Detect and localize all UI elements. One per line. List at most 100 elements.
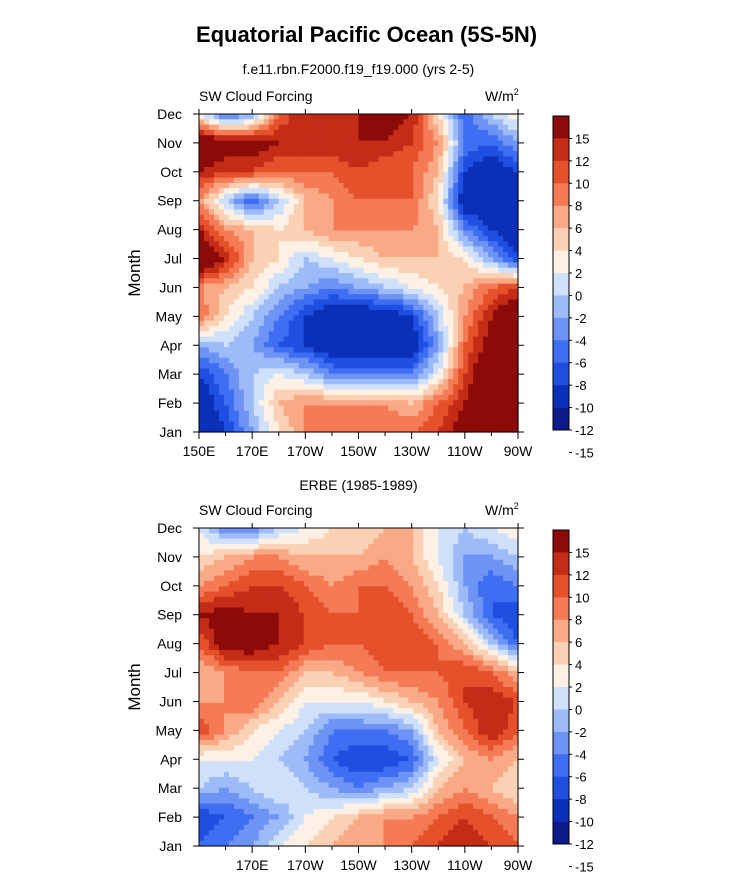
- field-cell: [398, 288, 404, 295]
- field-cell: [363, 570, 370, 577]
- field-cell: [243, 543, 250, 550]
- field-cell: [363, 602, 370, 609]
- field-cell: [298, 591, 305, 598]
- field-cell: [383, 251, 389, 258]
- field-cell: [368, 167, 375, 173]
- field-cell: [318, 400, 325, 407]
- field-cell: [199, 543, 205, 550]
- field-cell: [308, 241, 315, 248]
- field-cell: [228, 570, 235, 577]
- field-cell: [218, 246, 225, 253]
- field-cell: [263, 193, 270, 200]
- field-cell: [413, 426, 419, 433]
- field-cell: [343, 119, 350, 126]
- field-cell: [243, 596, 250, 603]
- field-cell: [308, 347, 315, 354]
- field-cell: [243, 586, 250, 593]
- field-cell: [418, 209, 424, 216]
- field-cell: [438, 145, 444, 152]
- field-cell: [318, 273, 325, 279]
- field-cell: [393, 352, 399, 359]
- field-cell: [288, 156, 295, 163]
- field-cell: [233, 581, 240, 587]
- field-cell: [458, 352, 464, 359]
- field-cell: [303, 299, 310, 306]
- field-cell: [348, 129, 355, 136]
- field-cell: [448, 602, 454, 609]
- field-cell: [458, 235, 464, 242]
- field-cell: [403, 559, 409, 566]
- field-cell: [253, 368, 260, 375]
- field-cell: [433, 570, 439, 577]
- field-cell: [443, 554, 449, 561]
- field-cell: [508, 379, 514, 385]
- field-cell: [508, 373, 514, 380]
- field-cell: [338, 368, 345, 375]
- field-cell: [253, 140, 260, 147]
- field-cell: [403, 315, 409, 322]
- field-cell: [298, 565, 305, 571]
- field-cell: [248, 341, 255, 348]
- field-cell: [363, 156, 370, 163]
- field-cell: [318, 172, 325, 179]
- field-cell: [208, 119, 215, 126]
- y-tick-label: Dec: [157, 106, 182, 122]
- field-cell: [308, 410, 315, 417]
- field-cell: [418, 299, 424, 306]
- field-cell: [343, 336, 350, 343]
- field-cell: [288, 416, 295, 422]
- field-cell: [308, 543, 315, 550]
- field-cell: [483, 549, 489, 556]
- field-cell: [238, 559, 245, 566]
- field-cell: [253, 151, 260, 157]
- field-cell: [328, 368, 335, 375]
- field-cell: [323, 352, 330, 359]
- field-cell: [468, 363, 474, 369]
- field-cell: [318, 145, 325, 152]
- field-cell: [323, 193, 330, 200]
- field-cell: [333, 220, 340, 226]
- field-cell: [338, 581, 345, 587]
- field-cell: [488, 384, 494, 391]
- field-cell: [478, 114, 484, 120]
- field-cell: [468, 379, 474, 385]
- field-cell: [453, 543, 459, 550]
- field-cell: [498, 145, 504, 152]
- field-cell: [508, 288, 514, 295]
- field-cell: [283, 389, 290, 396]
- field-cell: [278, 394, 285, 401]
- field-cell: [203, 135, 210, 142]
- field-cell: [433, 156, 439, 163]
- field-cell: [468, 129, 474, 136]
- field-cell: [268, 167, 275, 173]
- field-cell: [403, 267, 409, 274]
- field-cell: [233, 596, 240, 603]
- field-cell: [403, 214, 409, 221]
- field-cell: [298, 161, 305, 168]
- field-cell: [468, 198, 474, 205]
- field-cell: [423, 357, 429, 364]
- field-cell: [199, 209, 205, 216]
- field-cell: [238, 283, 245, 290]
- field-cell: [408, 565, 414, 571]
- field-cell: [243, 554, 250, 561]
- field-cell: [313, 135, 320, 142]
- field-cell: [463, 400, 469, 407]
- field-cell: [513, 368, 519, 375]
- field-cell: [498, 421, 504, 428]
- field-cell: [443, 209, 449, 216]
- field-cell: [493, 114, 499, 120]
- field-cell: [248, 394, 255, 401]
- field-cell: [503, 151, 509, 157]
- field-cell: [453, 394, 459, 401]
- field-cell: [368, 188, 375, 195]
- field-cell: [443, 528, 449, 534]
- field-cell: [318, 304, 325, 311]
- field-cell: [438, 283, 444, 290]
- field-cell: [513, 410, 519, 417]
- field-cell: [398, 352, 404, 359]
- field-cell: [458, 214, 464, 221]
- field-cell: [238, 363, 245, 369]
- field-cell: [468, 151, 474, 157]
